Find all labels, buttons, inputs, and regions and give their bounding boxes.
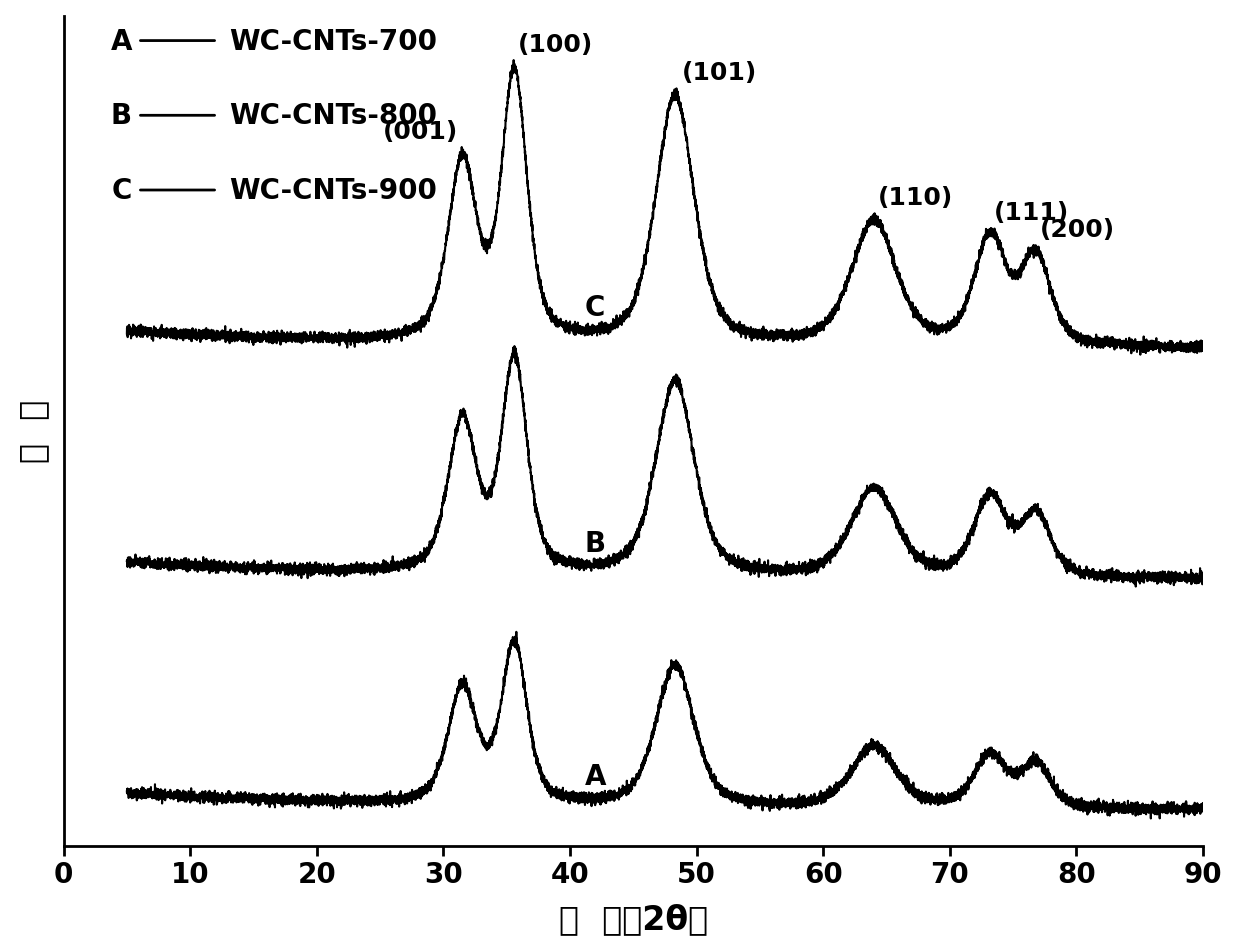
Text: B: B bbox=[110, 102, 131, 130]
Y-axis label: 强  度: 强 度 bbox=[16, 400, 50, 463]
Text: (200): (200) bbox=[1040, 217, 1115, 241]
Text: (001): (001) bbox=[383, 119, 458, 144]
Text: (101): (101) bbox=[681, 61, 757, 85]
Text: A: A bbox=[585, 763, 606, 790]
Text: (110): (110) bbox=[877, 186, 953, 209]
Text: C: C bbox=[112, 177, 131, 205]
Text: (111): (111) bbox=[994, 200, 1069, 225]
Text: WC-CNTs-700: WC-CNTs-700 bbox=[229, 28, 437, 55]
Text: C: C bbox=[585, 294, 606, 322]
Text: WC-CNTs-900: WC-CNTs-900 bbox=[229, 177, 436, 205]
Text: A: A bbox=[110, 28, 131, 55]
Text: WC-CNTs-800: WC-CNTs-800 bbox=[229, 102, 437, 130]
Text: B: B bbox=[585, 529, 606, 557]
Text: (100): (100) bbox=[518, 32, 593, 56]
X-axis label: 角  度（2θ）: 角 度（2θ） bbox=[559, 902, 707, 936]
